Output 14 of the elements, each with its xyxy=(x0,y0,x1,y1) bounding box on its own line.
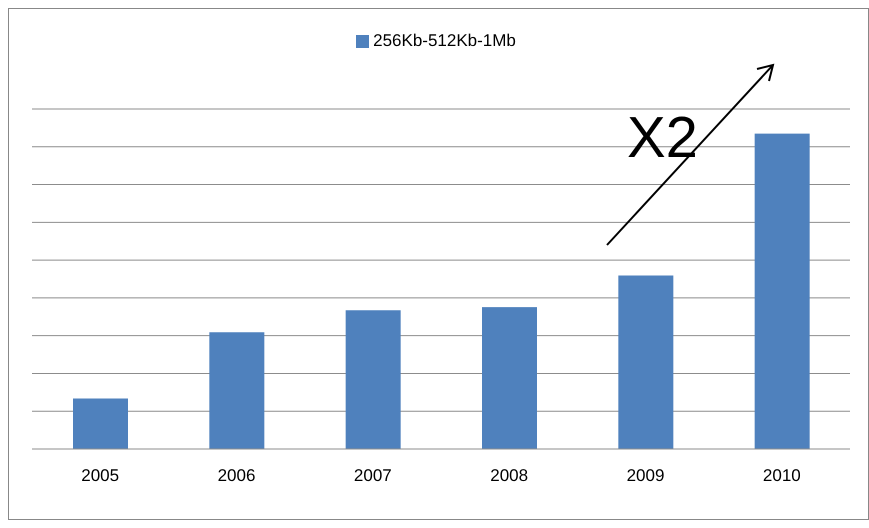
bar xyxy=(618,276,674,449)
x-tick-label: 2009 xyxy=(626,466,664,486)
x-tick-label: 2005 xyxy=(81,466,120,486)
legend-label: 256Kb-512Kb-1Mb xyxy=(373,31,516,50)
x-tick-label: 2007 xyxy=(354,466,392,486)
x-tick-label: 2008 xyxy=(490,466,528,486)
bar xyxy=(482,307,537,449)
bar xyxy=(346,310,401,449)
x-tick-label: 2006 xyxy=(218,466,256,486)
bar xyxy=(209,332,264,449)
annotation: X2 xyxy=(627,105,698,170)
x-tick-label: 2010 xyxy=(762,466,801,486)
bar xyxy=(754,134,810,449)
bar xyxy=(73,398,128,449)
